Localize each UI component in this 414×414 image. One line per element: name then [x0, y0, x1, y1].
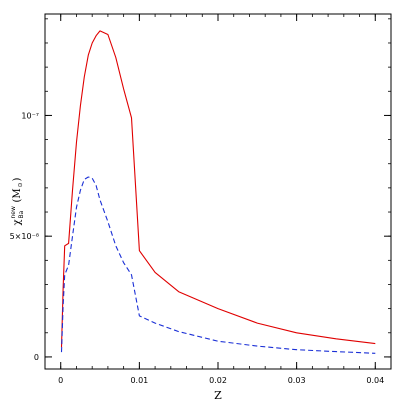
y-tick-label: 10⁻⁷ — [21, 111, 39, 120]
y-tick-label: 0 — [34, 353, 39, 362]
x-tick-label: 0.01 — [130, 376, 148, 385]
axis-labels: Z χ new Ba (M ⊙ ) — [10, 178, 222, 403]
x-tick-label: 0 — [58, 376, 63, 385]
plot-area — [44, 13, 392, 370]
x-tick-label: 0.04 — [366, 376, 384, 385]
y-tick-label: 5×10⁻⁸ — [10, 232, 39, 241]
y-axis-label-subscript: Ba — [18, 210, 25, 218]
x-axis-label: Z — [214, 389, 222, 402]
y-axis-label-superscript: new — [10, 206, 17, 218]
y-axis-label-symbol: χ — [12, 219, 23, 225]
axis-ticks: 0 0.01 0.02 0.03 0.04 0 5×10⁻⁸ 10⁻⁷ — [10, 14, 392, 385]
series-line-dashed — [60, 176, 376, 354]
plot-frame — [44, 13, 392, 370]
x-tick-label: 0.02 — [209, 376, 227, 385]
x-tick-label: 0.03 — [288, 376, 306, 385]
y-axis-label-unit: (M — [12, 188, 23, 202]
y-axis-label: χ new Ba (M ⊙ ) — [10, 178, 25, 226]
y-axis-label-unit-symbol: ⊙ — [17, 182, 24, 187]
series-line-solid — [60, 30, 376, 348]
y-axis-label-unit-close: ) — [12, 178, 23, 182]
